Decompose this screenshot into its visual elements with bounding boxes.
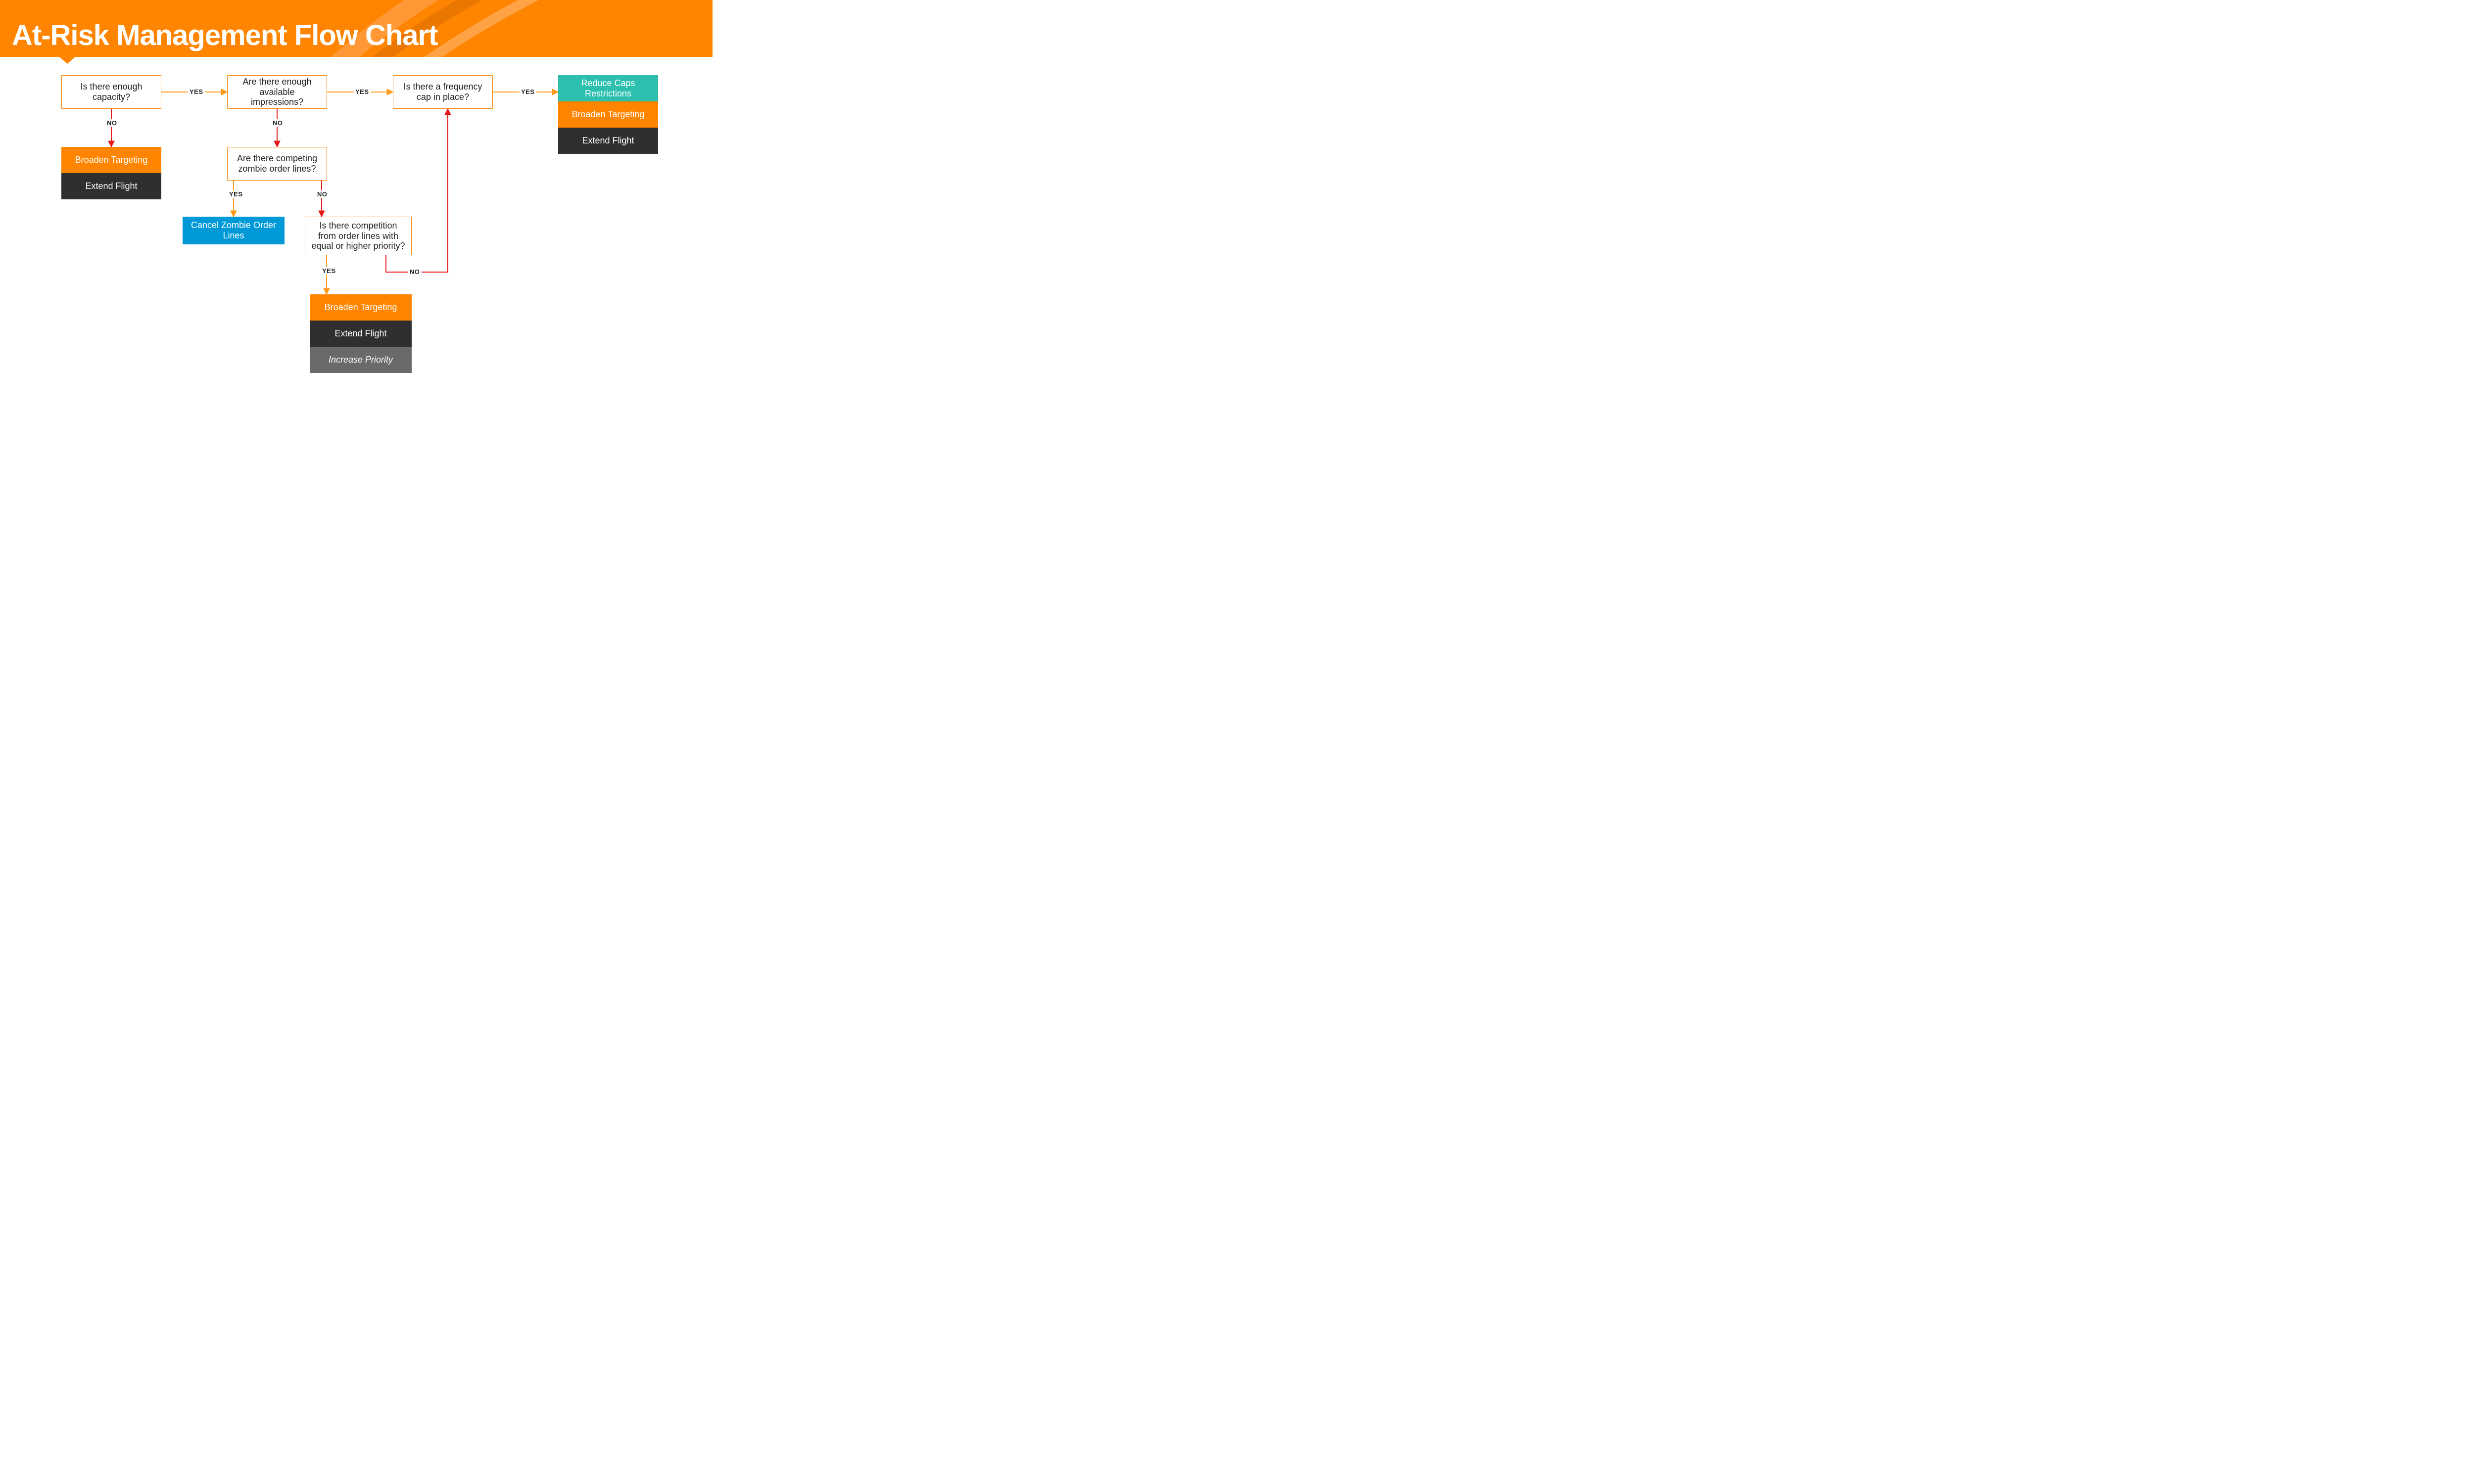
action-a2: Cancel Zombie Order Lines xyxy=(183,217,285,244)
edge-label-no: NO xyxy=(105,119,119,127)
action-a1b: Extend Flight xyxy=(61,173,161,199)
edge-label-yes: YES xyxy=(228,190,244,198)
edge-label-no: NO xyxy=(316,190,329,198)
edge-label-no: NO xyxy=(271,119,285,127)
decision-q4: Are there competing zombie order lines? xyxy=(227,147,327,181)
action-a4a: Reduce Caps Restrictions xyxy=(558,75,658,101)
action-a3a: Broaden Targeting xyxy=(310,294,412,321)
action-a1a: Broaden Targeting xyxy=(61,147,161,173)
decision-q2: Are there enough available impressions? xyxy=(227,75,327,109)
decision-q3: Is there a frequency cap in place? xyxy=(393,75,493,109)
edge-label-yes: YES xyxy=(520,88,536,95)
header: At-Risk Management Flow Chart xyxy=(0,0,713,57)
decision-q5: Is there competition from order lines wi… xyxy=(305,217,412,255)
edge-label-no: NO xyxy=(408,268,422,276)
action-a4c: Extend Flight xyxy=(558,128,658,154)
page-title: At-Risk Management Flow Chart xyxy=(12,19,437,52)
action-a3c: Increase Priority xyxy=(310,347,412,373)
action-a4b: Broaden Targeting xyxy=(558,101,658,128)
decision-q1: Is there enough capacity? xyxy=(61,75,161,109)
action-a3b: Extend Flight xyxy=(310,321,412,347)
edge-label-yes: YES xyxy=(188,88,205,95)
edge-label-yes: YES xyxy=(354,88,371,95)
flowchart-canvas: Is there enough capacity? Are there enoug… xyxy=(0,57,713,401)
edge-label-yes: YES xyxy=(321,267,337,275)
